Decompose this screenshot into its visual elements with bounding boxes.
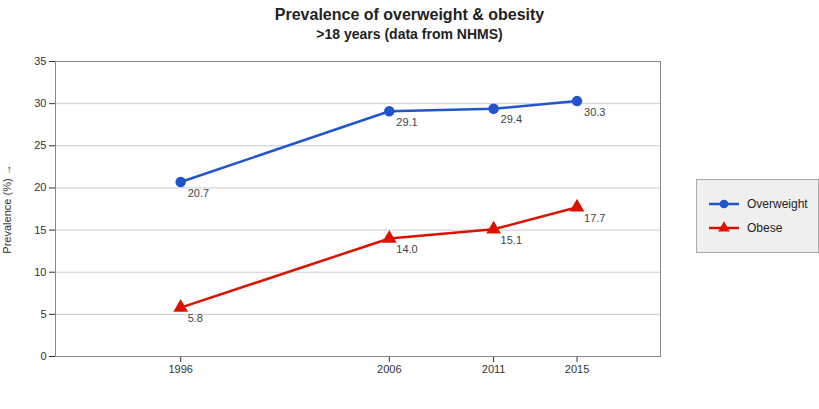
svg-text:5.8: 5.8 — [188, 312, 203, 324]
svg-text:29.4: 29.4 — [501, 113, 522, 125]
svg-text:5: 5 — [40, 308, 46, 320]
svg-text:20: 20 — [34, 181, 46, 193]
html-text:Prevalence of overweight & obe: Prevalence of overweight & obesity — [274, 6, 545, 23]
html-text:>18 years (data from NHMS): >18 years (data from NHMS) — [316, 26, 503, 42]
html-text:Overweight: Overweight — [747, 197, 808, 211]
svg-text:30: 30 — [34, 97, 46, 109]
svg-text:Prevalence (%) →: Prevalence (%) → — [1, 164, 13, 253]
svg-text:30.3: 30.3 — [584, 106, 605, 118]
svg-text:0: 0 — [40, 350, 46, 362]
svg-text:15.1: 15.1 — [501, 234, 522, 246]
svg-text:20.7: 20.7 — [188, 187, 209, 199]
svg-text:1996: 1996 — [168, 363, 192, 375]
svg-text:2011: 2011 — [482, 363, 506, 375]
svg-text:29.1: 29.1 — [396, 116, 417, 128]
svg-text:35: 35 — [34, 55, 46, 67]
svg-text:10: 10 — [34, 266, 46, 278]
svg-text:14.0: 14.0 — [396, 243, 417, 255]
html-text:Obese: Obese — [747, 221, 783, 235]
svg-text:25: 25 — [34, 139, 46, 151]
svg-text:2006: 2006 — [377, 363, 401, 375]
svg-text:17.7: 17.7 — [584, 212, 605, 224]
svg-text:2015: 2015 — [565, 363, 589, 375]
svg-text:15: 15 — [34, 224, 46, 236]
